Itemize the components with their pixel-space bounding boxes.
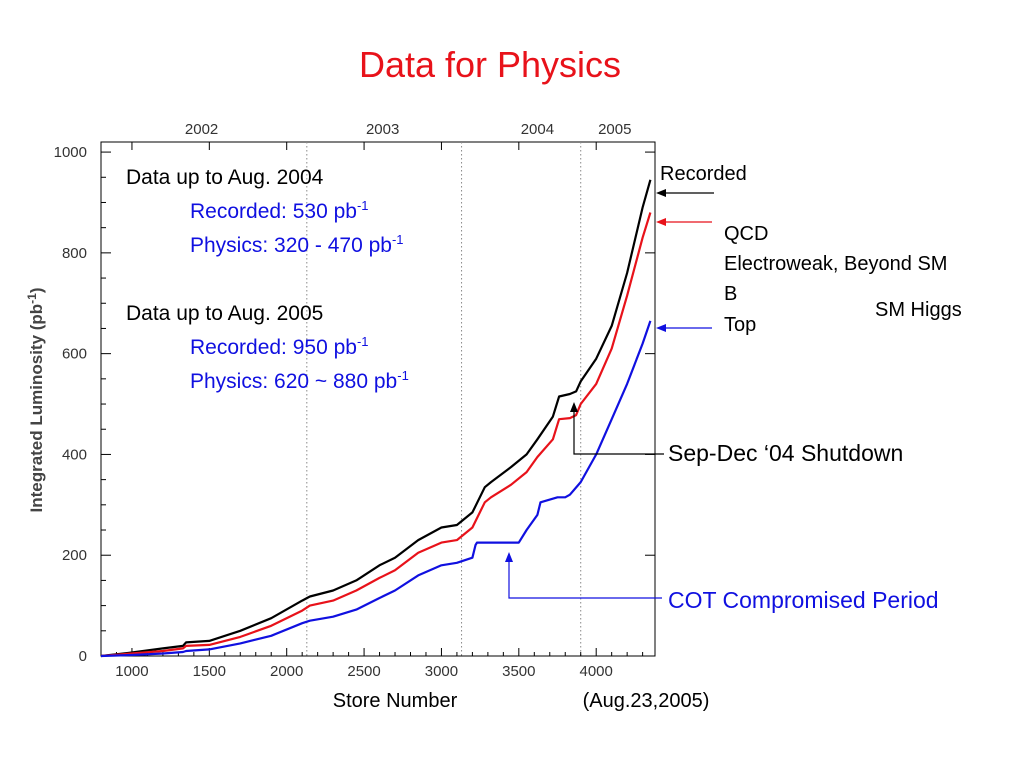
summary-2005-heading: Data up to Aug. 2005 — [126, 302, 323, 325]
cot-arrowhead — [505, 552, 513, 562]
y-axis-ticks: 0 200 400 600 800 1000 — [54, 144, 655, 665]
year-dividers — [306, 142, 582, 656]
slide-title: Data for Physics — [358, 44, 622, 85]
y-tick-label: 400 — [62, 446, 87, 463]
sm-higgs-label: SM Higgs — [875, 299, 962, 321]
y-tick-label: 1000 — [54, 144, 87, 161]
y-tick-label: 0 — [79, 648, 87, 665]
year-label: 2003 — [366, 121, 399, 138]
x-axis-label: Store Number — [333, 690, 458, 712]
summary-2005-recorded: Recorded: 950 pb-1 — [190, 334, 369, 359]
y-axis-label: Integrated Luminosity (pb-1) — [25, 287, 46, 512]
data-summary-annotation: Data up to Aug. 2004 Recorded: 530 pb-1 … — [126, 166, 409, 393]
series-lines — [100, 179, 652, 658]
shutdown-arrowhead — [570, 402, 578, 412]
x-axis-ticks: 1000 1500 2000 2500 3000 3500 4000 — [115, 142, 644, 680]
x-tick-label: 2500 — [347, 663, 380, 680]
qcd-arrowhead — [656, 218, 666, 226]
year-label: 2002 — [185, 121, 218, 138]
year-label: 2005 — [598, 121, 631, 138]
x-tick-label: 1000 — [115, 663, 148, 680]
x-tick-label: 4000 — [580, 663, 613, 680]
x-tick-label: 3000 — [425, 663, 458, 680]
year-labels: 2002 2003 2004 2005 — [185, 121, 632, 138]
x-tick-label: 1500 — [193, 663, 226, 680]
physics-item-qcd: QCD — [724, 223, 768, 245]
cot-callout-line — [508, 560, 662, 599]
series-line — [100, 320, 652, 658]
year-label: 2004 — [521, 121, 554, 138]
physics-item-electroweak: Electroweak, Beyond SM — [724, 253, 947, 275]
date-note: (Aug.23,2005) — [583, 690, 710, 712]
top-arrowhead — [656, 324, 666, 332]
physics-groups-list: QCD Electroweak, Beyond SM B Top SM Higg… — [724, 223, 962, 336]
physics-item-top: Top — [724, 314, 756, 336]
series-line — [100, 212, 652, 658]
recorded-label: Recorded — [660, 163, 747, 185]
summary-2004-recorded: Recorded: 530 pb-1 — [190, 198, 369, 223]
recorded-arrowhead — [656, 189, 666, 197]
series-line — [100, 179, 652, 658]
x-tick-label: 3500 — [502, 663, 535, 680]
y-tick-label: 200 — [62, 547, 87, 564]
y-tick-label: 600 — [62, 346, 87, 363]
shutdown-callout-line — [573, 410, 664, 455]
x-tick-label: 2000 — [270, 663, 303, 680]
y-tick-label: 800 — [62, 245, 87, 262]
physics-item-b: B — [724, 283, 737, 305]
cot-label: COT Compromised Period — [668, 587, 939, 613]
summary-2005-physics: Physics: 620 ~ 880 pb-1 — [190, 368, 409, 393]
summary-2004-physics: Physics: 320 - 470 pb-1 — [190, 232, 404, 257]
shutdown-label: Sep-Dec ‘04 Shutdown — [668, 440, 903, 466]
summary-2004-heading: Data up to Aug. 2004 — [126, 166, 324, 189]
